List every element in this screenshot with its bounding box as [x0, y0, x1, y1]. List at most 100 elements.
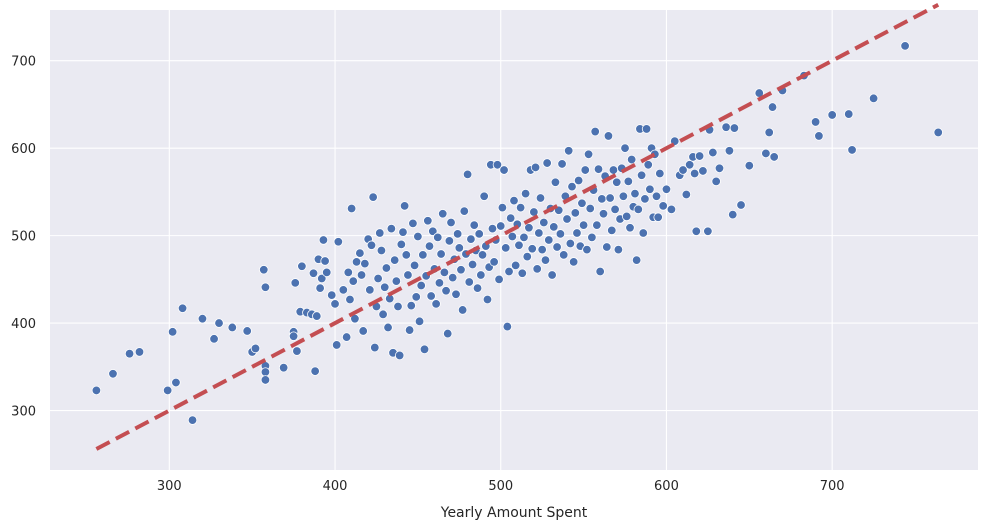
data-point [583, 149, 594, 159]
data-point [431, 299, 441, 309]
data-point [933, 127, 943, 138]
data-point [482, 294, 493, 305]
data-point [631, 255, 642, 265]
x-tick-labels: 300 400 500 600 700 [157, 479, 845, 494]
data-point [570, 208, 581, 218]
data-point [167, 327, 178, 337]
data-point [645, 184, 655, 194]
data-point [517, 268, 527, 278]
data-point [343, 267, 353, 278]
data-point [532, 264, 542, 274]
data-point [507, 231, 518, 242]
data-point [597, 194, 607, 204]
y-tick-label: 500 [11, 230, 36, 245]
data-point [666, 204, 677, 215]
data-point [562, 214, 572, 224]
data-point [559, 250, 569, 260]
data-point [457, 305, 468, 315]
data-point [621, 211, 632, 222]
data-point [590, 126, 600, 137]
data-point [466, 234, 476, 244]
data-point [643, 160, 653, 170]
x-tick-label: 600 [654, 479, 679, 494]
data-point [595, 266, 605, 277]
data-point [370, 342, 380, 353]
data-point [661, 184, 672, 194]
data-point [260, 375, 271, 385]
data-point [391, 276, 402, 286]
data-point [134, 347, 145, 357]
data-point [592, 220, 602, 230]
data-point [547, 270, 557, 280]
data-point [380, 282, 390, 292]
data-point [703, 226, 713, 236]
y-tick-labels: 300 400 500 600 700 [11, 55, 36, 420]
data-point [618, 191, 629, 201]
data-point [452, 229, 463, 239]
data-point [602, 242, 612, 252]
data-point [406, 300, 416, 311]
y-tick-label: 300 [11, 405, 36, 420]
y-tick-label: 600 [11, 142, 36, 157]
data-point [638, 228, 648, 238]
data-point [456, 265, 466, 275]
data-point [346, 203, 357, 214]
data-point [728, 209, 738, 220]
data-point [510, 260, 521, 271]
data-point [499, 165, 509, 175]
data-point [489, 257, 499, 267]
data-point [242, 326, 252, 336]
data-point [764, 127, 774, 138]
data-point [613, 244, 624, 255]
data-point [401, 250, 411, 260]
data-point [572, 228, 582, 238]
data-point [467, 259, 478, 270]
data-point [711, 176, 721, 187]
data-point [577, 198, 587, 208]
data-point [355, 248, 365, 258]
data-point [320, 256, 330, 266]
scatter-points [91, 41, 943, 425]
data-point [641, 124, 652, 134]
data-point [259, 265, 269, 275]
data-point [413, 231, 423, 242]
data-point [520, 188, 531, 199]
y-tick-label: 400 [11, 317, 36, 332]
data-point [331, 340, 342, 350]
data-point [814, 131, 824, 141]
data-point [721, 122, 731, 132]
x-axis-label: Yearly Amount Spent [440, 505, 588, 521]
data-point [462, 169, 473, 180]
data-point [250, 343, 261, 354]
data-point [684, 160, 695, 170]
data-point [472, 283, 483, 293]
data-point [549, 222, 559, 232]
data-point [524, 223, 534, 233]
data-point [767, 102, 778, 112]
data-point [582, 244, 592, 255]
data-point [555, 229, 566, 239]
data-point [444, 236, 455, 246]
data-point [474, 229, 484, 239]
data-point [658, 201, 668, 211]
data-point [557, 159, 567, 169]
data-point [496, 221, 506, 231]
data-point [439, 267, 450, 278]
data-point [550, 177, 561, 187]
data-point [124, 348, 135, 359]
data-point [580, 165, 590, 175]
data-point [292, 346, 302, 356]
data-point [308, 268, 319, 278]
data-point [418, 250, 428, 260]
data-point [527, 244, 537, 254]
data-point [653, 212, 663, 222]
data-point [736, 200, 746, 210]
data-point [297, 261, 307, 271]
data-point [403, 270, 413, 280]
data-point [655, 168, 665, 179]
data-point [322, 267, 332, 278]
data-point [454, 243, 465, 253]
data-point [534, 228, 544, 238]
data-point [698, 166, 708, 176]
data-point [810, 117, 821, 127]
